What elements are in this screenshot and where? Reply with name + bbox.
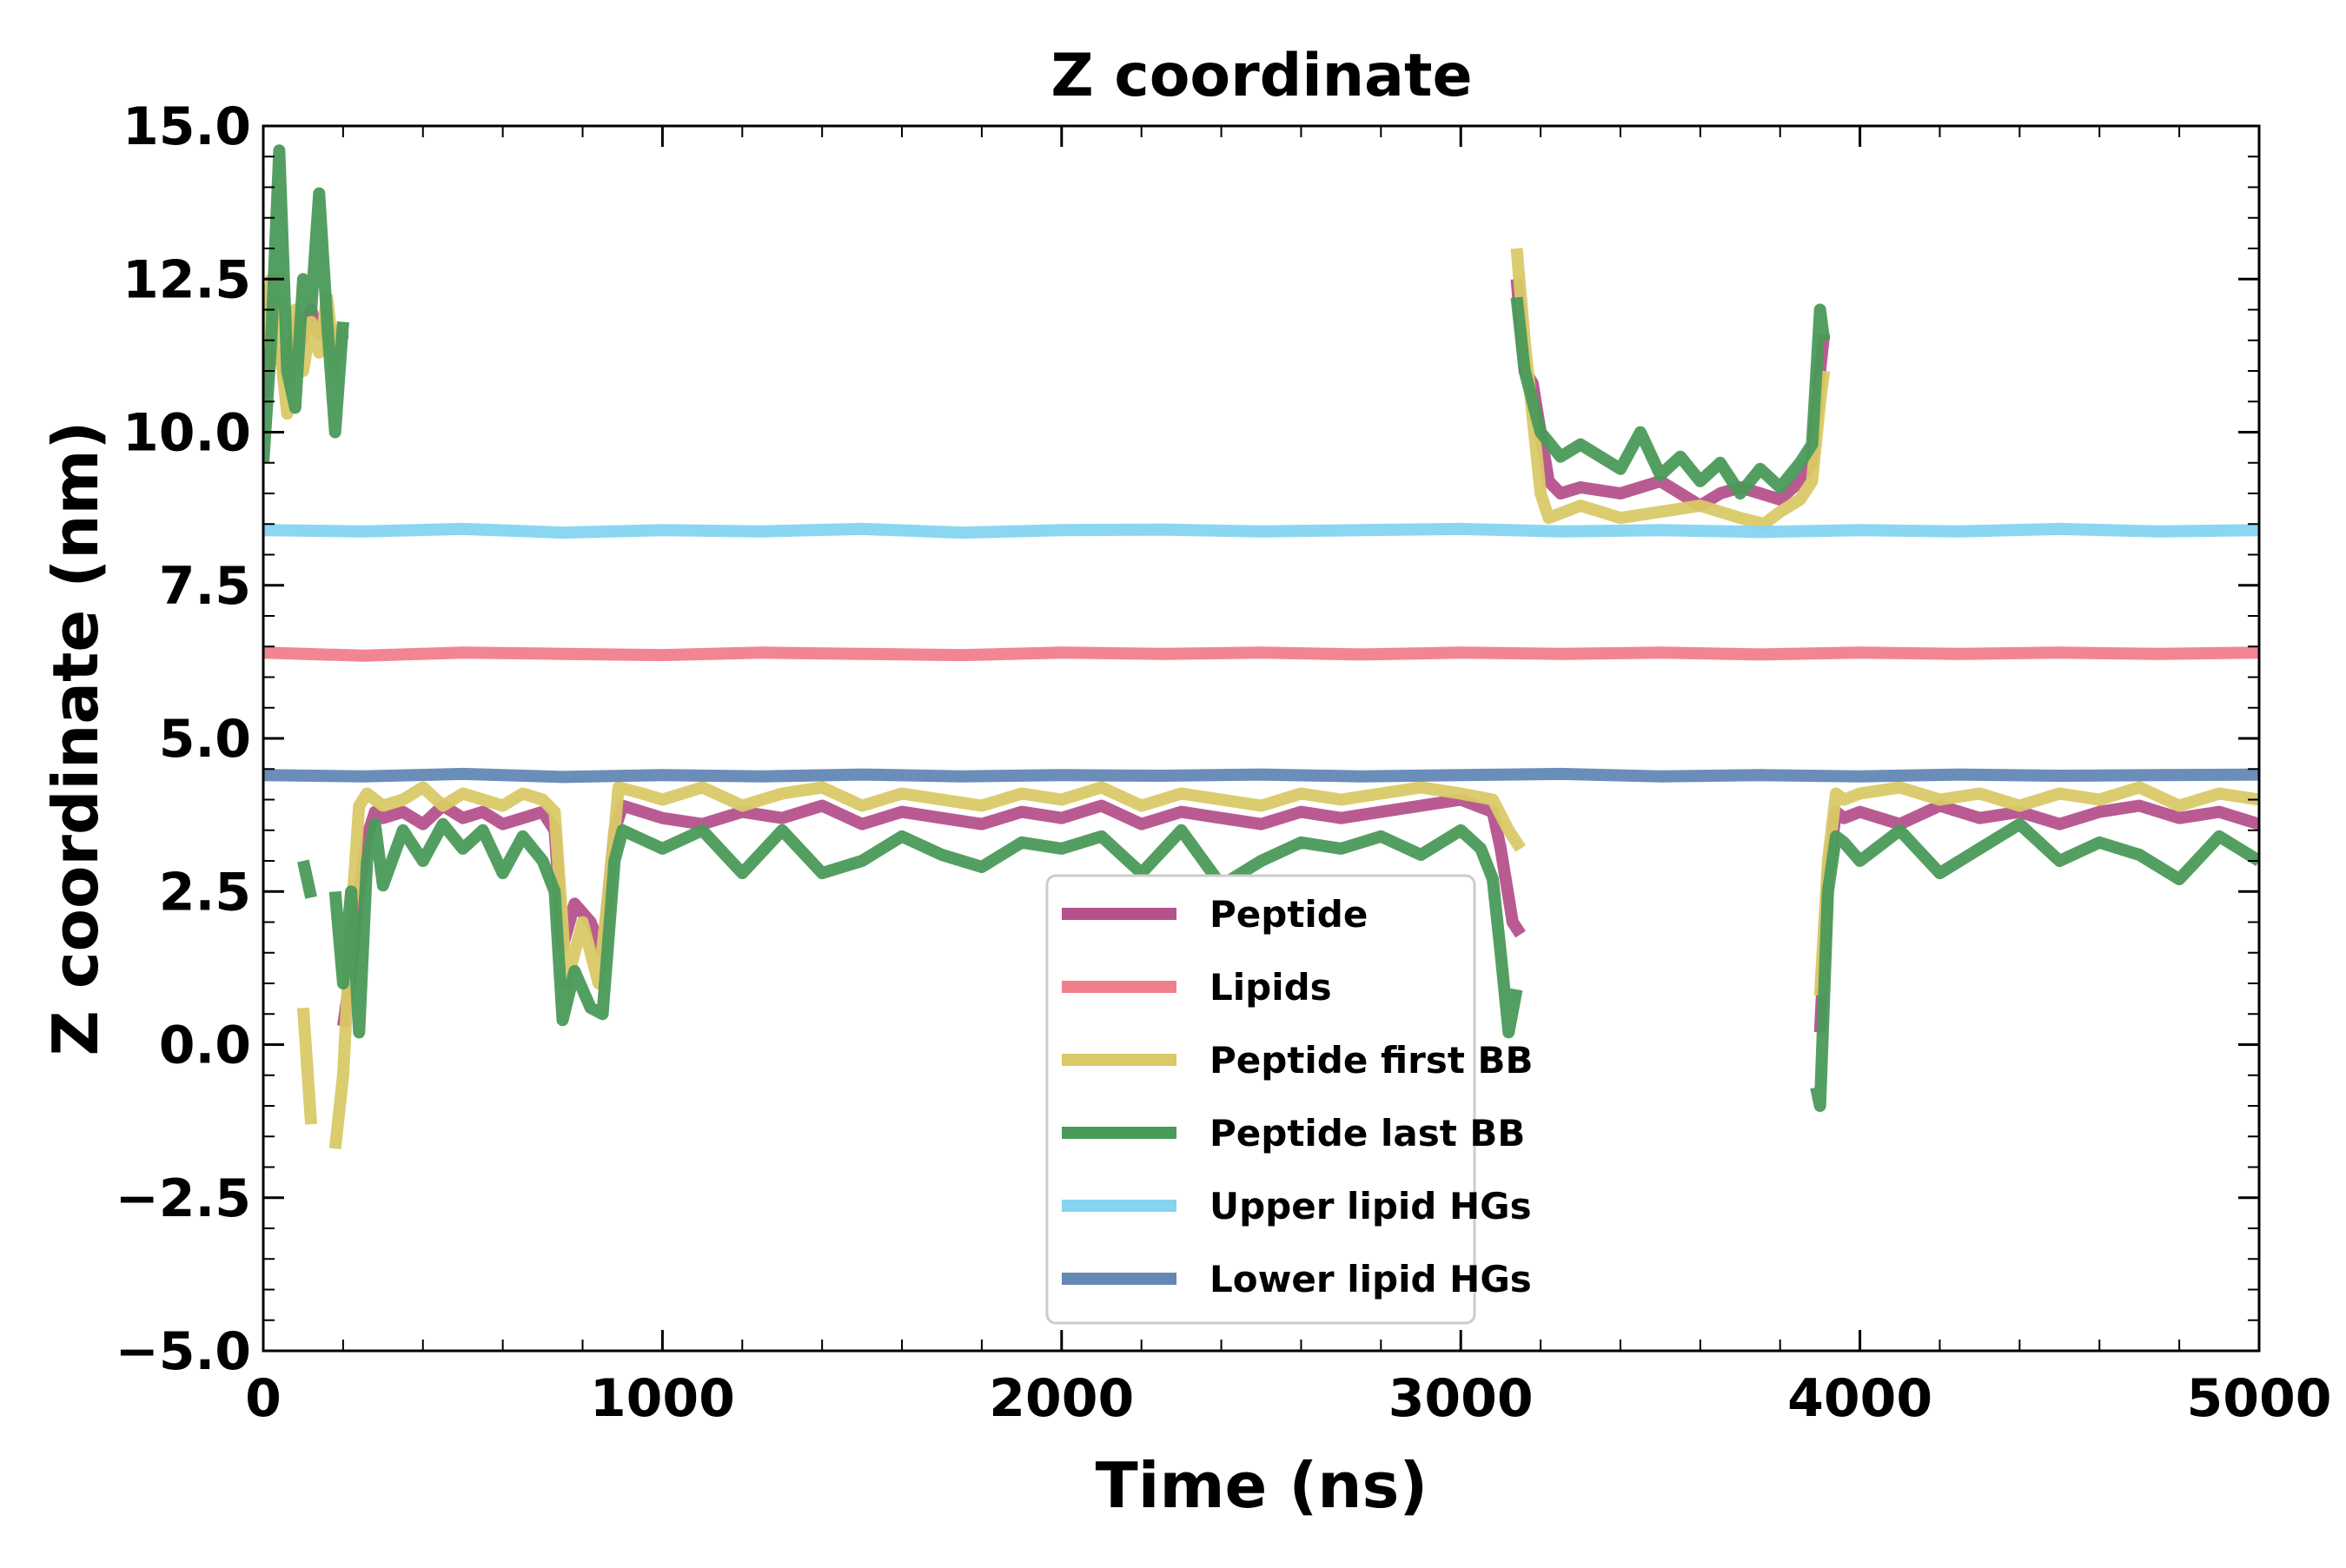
y-axis-label: Z coordinate (nm) (39, 421, 112, 1056)
x-tick-label: 3000 (1388, 1368, 1534, 1429)
x-tick-label: 4000 (1787, 1368, 1932, 1429)
series-line-peptide-first-bb-segment-3 (1510, 248, 1831, 531)
y-tick-label: 7.5 (159, 556, 251, 617)
legend-label: Peptide (1209, 893, 1368, 936)
series-line-peptide-first-bb-segment-2 (328, 781, 1526, 1150)
x-tick-label: 2000 (989, 1368, 1134, 1429)
y-tick-label: −5.0 (115, 1321, 251, 1382)
series-line-peptide-last-bb-segment-1 (297, 859, 317, 899)
series-line-peptide-first-bb-segment-4 (1813, 781, 2259, 996)
axis-ticks: 0 1000 2000 3000 4000 5000 −5.0 −2.5 0.0 2.5 5.0 7.… (115, 96, 2331, 1429)
legend-label: Peptide first BB (1209, 1039, 1534, 1082)
series-lower-lipid-hgs (263, 767, 2259, 784)
legend-label: Lipids (1209, 966, 1332, 1009)
x-axis-label: Time (ns) (1096, 1449, 1428, 1522)
series-layer (263, 144, 2259, 1150)
legend-label: Peptide last BB (1209, 1112, 1525, 1154)
y-tick-label: 15.0 (123, 96, 251, 157)
series-peptide-last-bb (263, 144, 2259, 1112)
legend-label: Upper lipid HGs (1209, 1185, 1532, 1227)
legend-box (1045, 874, 1476, 1325)
series-line-upper-lipid-hgs-segment-0 (263, 522, 2259, 539)
x-tick-label: 5000 (2187, 1368, 2332, 1429)
legend-entry-peptide-first-bb: Peptide first BB (1062, 1039, 1534, 1082)
series-line-peptide-last-bb-segment-4 (1810, 817, 2259, 1112)
legend-entry-upper-lipid-hgs: Upper lipid HGs (1062, 1185, 1532, 1227)
chart-title: Z coordinate (1050, 42, 1472, 110)
x-tick-label: 0 (245, 1368, 282, 1429)
legend-entry-peptide-last-bb: Peptide last BB (1062, 1112, 1525, 1154)
series-line-lipids-segment-0 (263, 646, 2259, 662)
legend-entry-lower-lipid-hgs: Lower lipid HGs (1062, 1258, 1532, 1300)
series-lipids (263, 646, 2259, 662)
legend: Peptide Lipids Peptide first BB Peptide las… (1045, 874, 1534, 1325)
y-tick-label: 5.0 (159, 709, 251, 770)
series-line-peptide-segment-1 (336, 793, 1526, 1028)
legend-entry-lipids: Lipids (1062, 966, 1332, 1009)
y-tick-label: 12.5 (123, 249, 251, 310)
series-upper-lipid-hgs (263, 522, 2259, 539)
y-tick-label: −2.5 (115, 1168, 251, 1229)
y-tick-label: 0.0 (159, 1016, 251, 1076)
x-tick-label: 1000 (590, 1368, 735, 1429)
y-tick-label: 2.5 (159, 862, 251, 923)
legend-entry-peptide: Peptide (1062, 893, 1368, 936)
series-line-peptide-first-bb-segment-1 (296, 1007, 318, 1125)
series-line-peptide-last-bb-segment-3 (1510, 296, 1831, 500)
series-line-lower-lipid-hgs-segment-0 (263, 767, 2259, 784)
y-tick-label: 10.0 (123, 403, 251, 464)
series-line-peptide-last-bb-segment-2 (328, 817, 1523, 1039)
legend-label: Lower lipid HGs (1209, 1258, 1532, 1300)
series-line-peptide-last-bb-segment-0 (263, 144, 349, 464)
